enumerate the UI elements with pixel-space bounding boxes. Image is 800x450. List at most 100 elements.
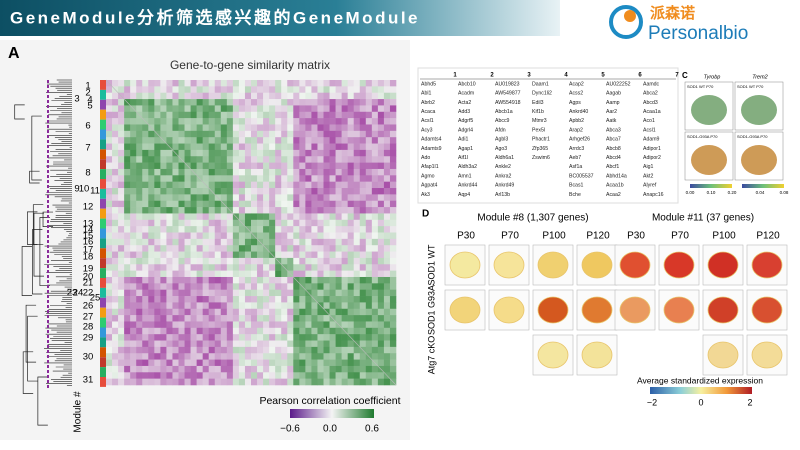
heat-cell — [160, 156, 167, 163]
heat-cell — [196, 188, 203, 195]
heat-cell — [166, 372, 173, 379]
slide-title: GeneModule分析筛选感兴趣的GeneModule — [10, 7, 420, 27]
heat-cell — [112, 213, 119, 221]
heat-cell — [299, 251, 306, 259]
heat-cell — [220, 302, 228, 310]
heat-cell — [178, 365, 185, 373]
heat-cell — [353, 80, 361, 87]
heat-cell — [184, 219, 191, 227]
heat-cell — [130, 92, 137, 100]
heat-cell — [142, 353, 149, 360]
heat-cell — [130, 226, 137, 233]
heat-cell — [106, 365, 113, 373]
heat-cell — [287, 238, 294, 246]
heat-cell — [196, 359, 203, 367]
heat-cell — [257, 245, 264, 252]
heat-cell — [220, 124, 228, 132]
column-header: 4 — [564, 73, 568, 79]
heat-cell — [263, 111, 270, 119]
tissue-section — [581, 341, 613, 369]
heat-cell — [299, 194, 306, 202]
heat-cell — [251, 207, 258, 214]
heat-cell — [371, 200, 379, 208]
heat-cell — [341, 315, 348, 322]
module-label: 1 — [85, 81, 90, 92]
heat-cell — [184, 213, 191, 221]
heat-cell — [124, 92, 131, 100]
heat-cell — [106, 118, 113, 125]
heat-cell — [178, 270, 185, 278]
heat-cell — [377, 219, 385, 227]
heat-cell — [317, 188, 324, 195]
heat-cell — [317, 296, 324, 303]
heat-cell — [275, 105, 282, 113]
heat-cell — [257, 302, 264, 310]
heat-cell — [214, 238, 222, 246]
dendro-branch — [14, 104, 25, 120]
heat-cell — [311, 232, 318, 240]
heat-cell — [347, 302, 355, 310]
heat-cell — [269, 86, 276, 94]
heat-cell — [287, 353, 294, 360]
heat-cell — [136, 302, 143, 310]
heat-cell — [377, 105, 385, 113]
heat-cell — [208, 219, 216, 227]
heat-cell — [142, 137, 149, 144]
heat-cell — [244, 105, 252, 113]
column-header: 3 — [527, 73, 531, 79]
heat-cell — [275, 149, 282, 157]
heat-cell — [226, 124, 234, 132]
heat-cell — [220, 226, 228, 233]
heat-cell — [190, 181, 197, 189]
heat-cell — [371, 308, 379, 316]
heat-cell — [184, 245, 191, 252]
heat-cell — [130, 264, 137, 271]
heat-cell — [226, 346, 234, 354]
heat-cell — [293, 175, 300, 182]
heat-cell — [377, 245, 385, 252]
heat-cell — [172, 156, 179, 163]
heat-cell — [299, 346, 306, 354]
heat-cell — [359, 289, 367, 297]
module-color — [100, 228, 106, 239]
gene-cell: Agmo — [421, 173, 435, 179]
heat-cell — [244, 353, 252, 360]
heat-cell — [184, 334, 191, 341]
heat-cell — [281, 296, 288, 303]
heat-cell — [293, 194, 300, 202]
heat-cell — [389, 276, 397, 284]
heat-cell — [347, 346, 355, 354]
heat-cell — [257, 99, 264, 106]
heat-cell — [196, 143, 203, 151]
heat-cell — [281, 226, 288, 233]
heat-cell — [142, 321, 149, 329]
heat-cell — [166, 346, 173, 354]
heat-cell — [226, 232, 234, 240]
heat-cell — [178, 118, 185, 125]
heat-cell — [329, 353, 336, 360]
heat-cell — [166, 86, 173, 94]
heat-cell — [244, 200, 252, 208]
heat-cell — [263, 346, 270, 354]
heat-cell — [293, 226, 300, 233]
heat-cell — [142, 251, 149, 259]
heat-cell — [238, 302, 246, 310]
heat-cell — [335, 137, 342, 144]
heat-cell — [341, 238, 348, 246]
heat-cell — [178, 251, 185, 259]
heat-cell — [263, 86, 270, 94]
heat-cell — [214, 264, 222, 271]
heat-cell — [335, 175, 342, 182]
heat-cell — [196, 257, 203, 265]
heat-cell — [178, 289, 185, 297]
tissue-section — [751, 341, 783, 369]
heat-cell — [148, 264, 155, 271]
heat-cell — [190, 188, 197, 195]
heat-cell — [196, 137, 203, 144]
gene-cell: Aeb7 — [569, 155, 581, 161]
heat-cell — [202, 245, 210, 252]
heat-cell — [371, 245, 379, 252]
heat-cell — [118, 378, 125, 386]
heat-cell — [347, 308, 355, 316]
heat-cell — [251, 289, 258, 297]
